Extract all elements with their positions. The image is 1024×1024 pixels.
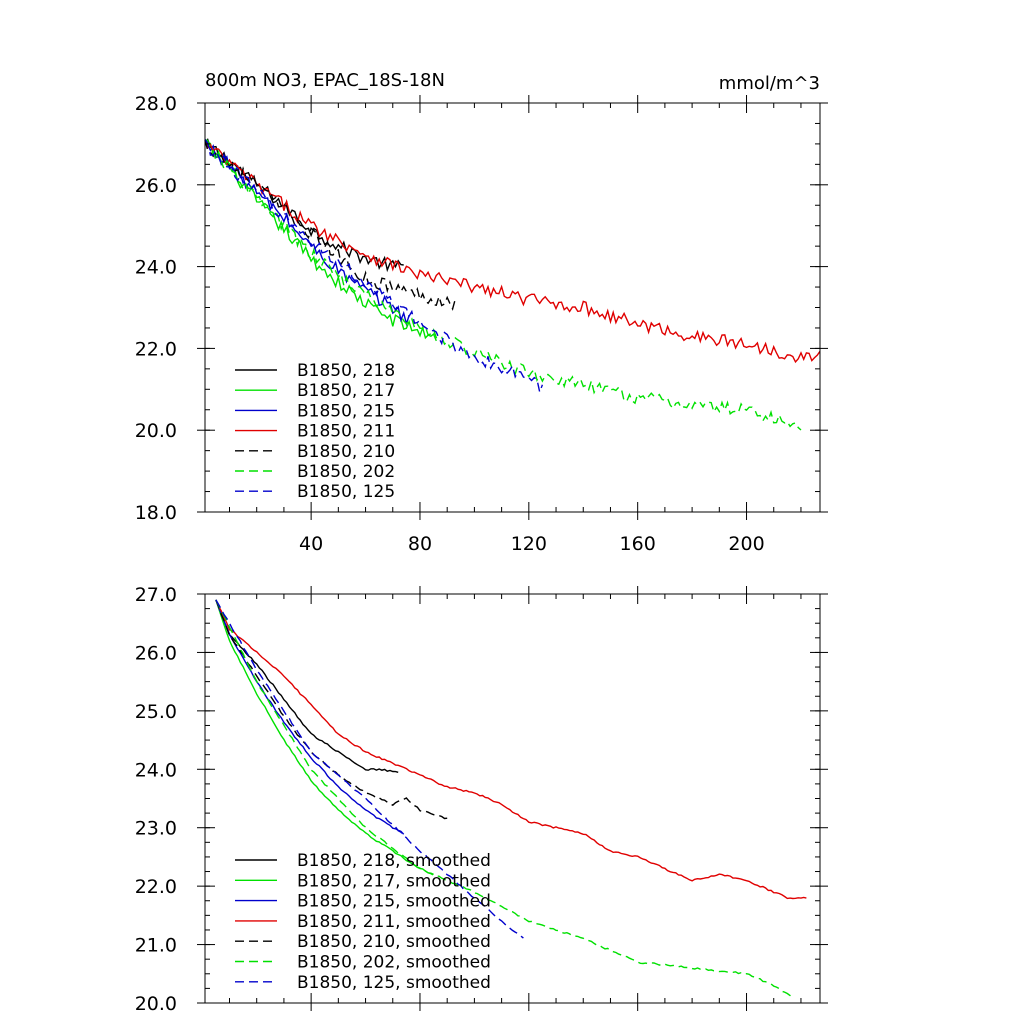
legend-label: B1850, 217, smoothed	[297, 871, 491, 891]
x-tick-label: 200	[728, 533, 764, 555]
y-tick-label: 22.0	[135, 876, 177, 898]
series-line	[215, 599, 434, 876]
y-tick-label: 28.0	[135, 93, 177, 115]
series-line	[204, 139, 802, 431]
legend-label: B1850, 218, smoothed	[297, 851, 491, 871]
legend-label: B1850, 211, smoothed	[297, 912, 491, 932]
series-group	[204, 138, 821, 431]
chart-title: 800m NO3, EPAC_18S-18N	[205, 70, 445, 91]
series-line	[215, 599, 807, 900]
series-line	[204, 141, 437, 342]
units-label: mmol/m^3	[719, 73, 820, 94]
series-line	[215, 599, 448, 820]
y-tick-label: 24.0	[135, 257, 177, 279]
top-chart: 800m NO3, EPAC_18S-18N mmol/m^3 40 80 120 1…	[135, 70, 828, 555]
legend-label: B1850, 215	[297, 401, 395, 421]
y-tick-label: 26.0	[135, 175, 177, 197]
series-line	[204, 140, 410, 327]
series-line	[204, 140, 457, 311]
series-line	[215, 599, 524, 939]
series-line	[204, 140, 821, 364]
y-tick-label: 20.0	[135, 993, 177, 1015]
bottom-chart: 20.0 21.0 22.0 23.0 24.0 25.0 26.0 27.0 B1850, …	[135, 584, 828, 1015]
y-tick-label: 24.0	[135, 759, 177, 781]
y-tick-label: 25.0	[135, 701, 177, 723]
series-line	[215, 599, 794, 999]
y-tick-label: 21.0	[135, 935, 177, 957]
x-tick-label: 40	[299, 533, 323, 555]
series-group	[215, 599, 807, 999]
legend-label: B1850, 125, smoothed	[297, 973, 491, 993]
y-tick-label: 23.0	[135, 818, 177, 840]
y-tick-label: 26.0	[135, 642, 177, 664]
legend-label: B1850, 210	[297, 442, 395, 462]
y-tick-label: 18.0	[135, 502, 177, 524]
legend-label: B1850, 125	[297, 482, 395, 502]
plot-frame	[204, 593, 821, 1004]
y-tick-label: 27.0	[135, 584, 177, 606]
x-tick-label: 80	[408, 533, 432, 555]
x-tick-label: 120	[511, 533, 547, 555]
axis-ticks: 20.0 21.0 22.0 23.0 24.0 25.0 26.0 27.0	[135, 584, 828, 1015]
legend-label: B1850, 218	[297, 361, 395, 381]
plot-frame	[204, 102, 821, 513]
axis-ticks: 40 80 120 160 200 18.0 20.0 22.0 24.0 26.0 28.0	[135, 93, 828, 555]
legend-label: B1850, 202	[297, 462, 395, 482]
series-line	[204, 138, 544, 395]
legend-label: B1850, 210, smoothed	[297, 932, 491, 952]
legend-label: B1850, 217	[297, 381, 395, 401]
series-line	[215, 599, 405, 835]
legend-label: B1850, 215, smoothed	[297, 892, 491, 912]
y-tick-label: 22.0	[135, 338, 177, 360]
legend-label: B1850, 202, smoothed	[297, 953, 491, 973]
legend-label: B1850, 211	[297, 422, 395, 442]
x-tick-label: 160	[620, 533, 656, 555]
y-tick-label: 20.0	[135, 420, 177, 442]
series-line	[215, 599, 399, 773]
